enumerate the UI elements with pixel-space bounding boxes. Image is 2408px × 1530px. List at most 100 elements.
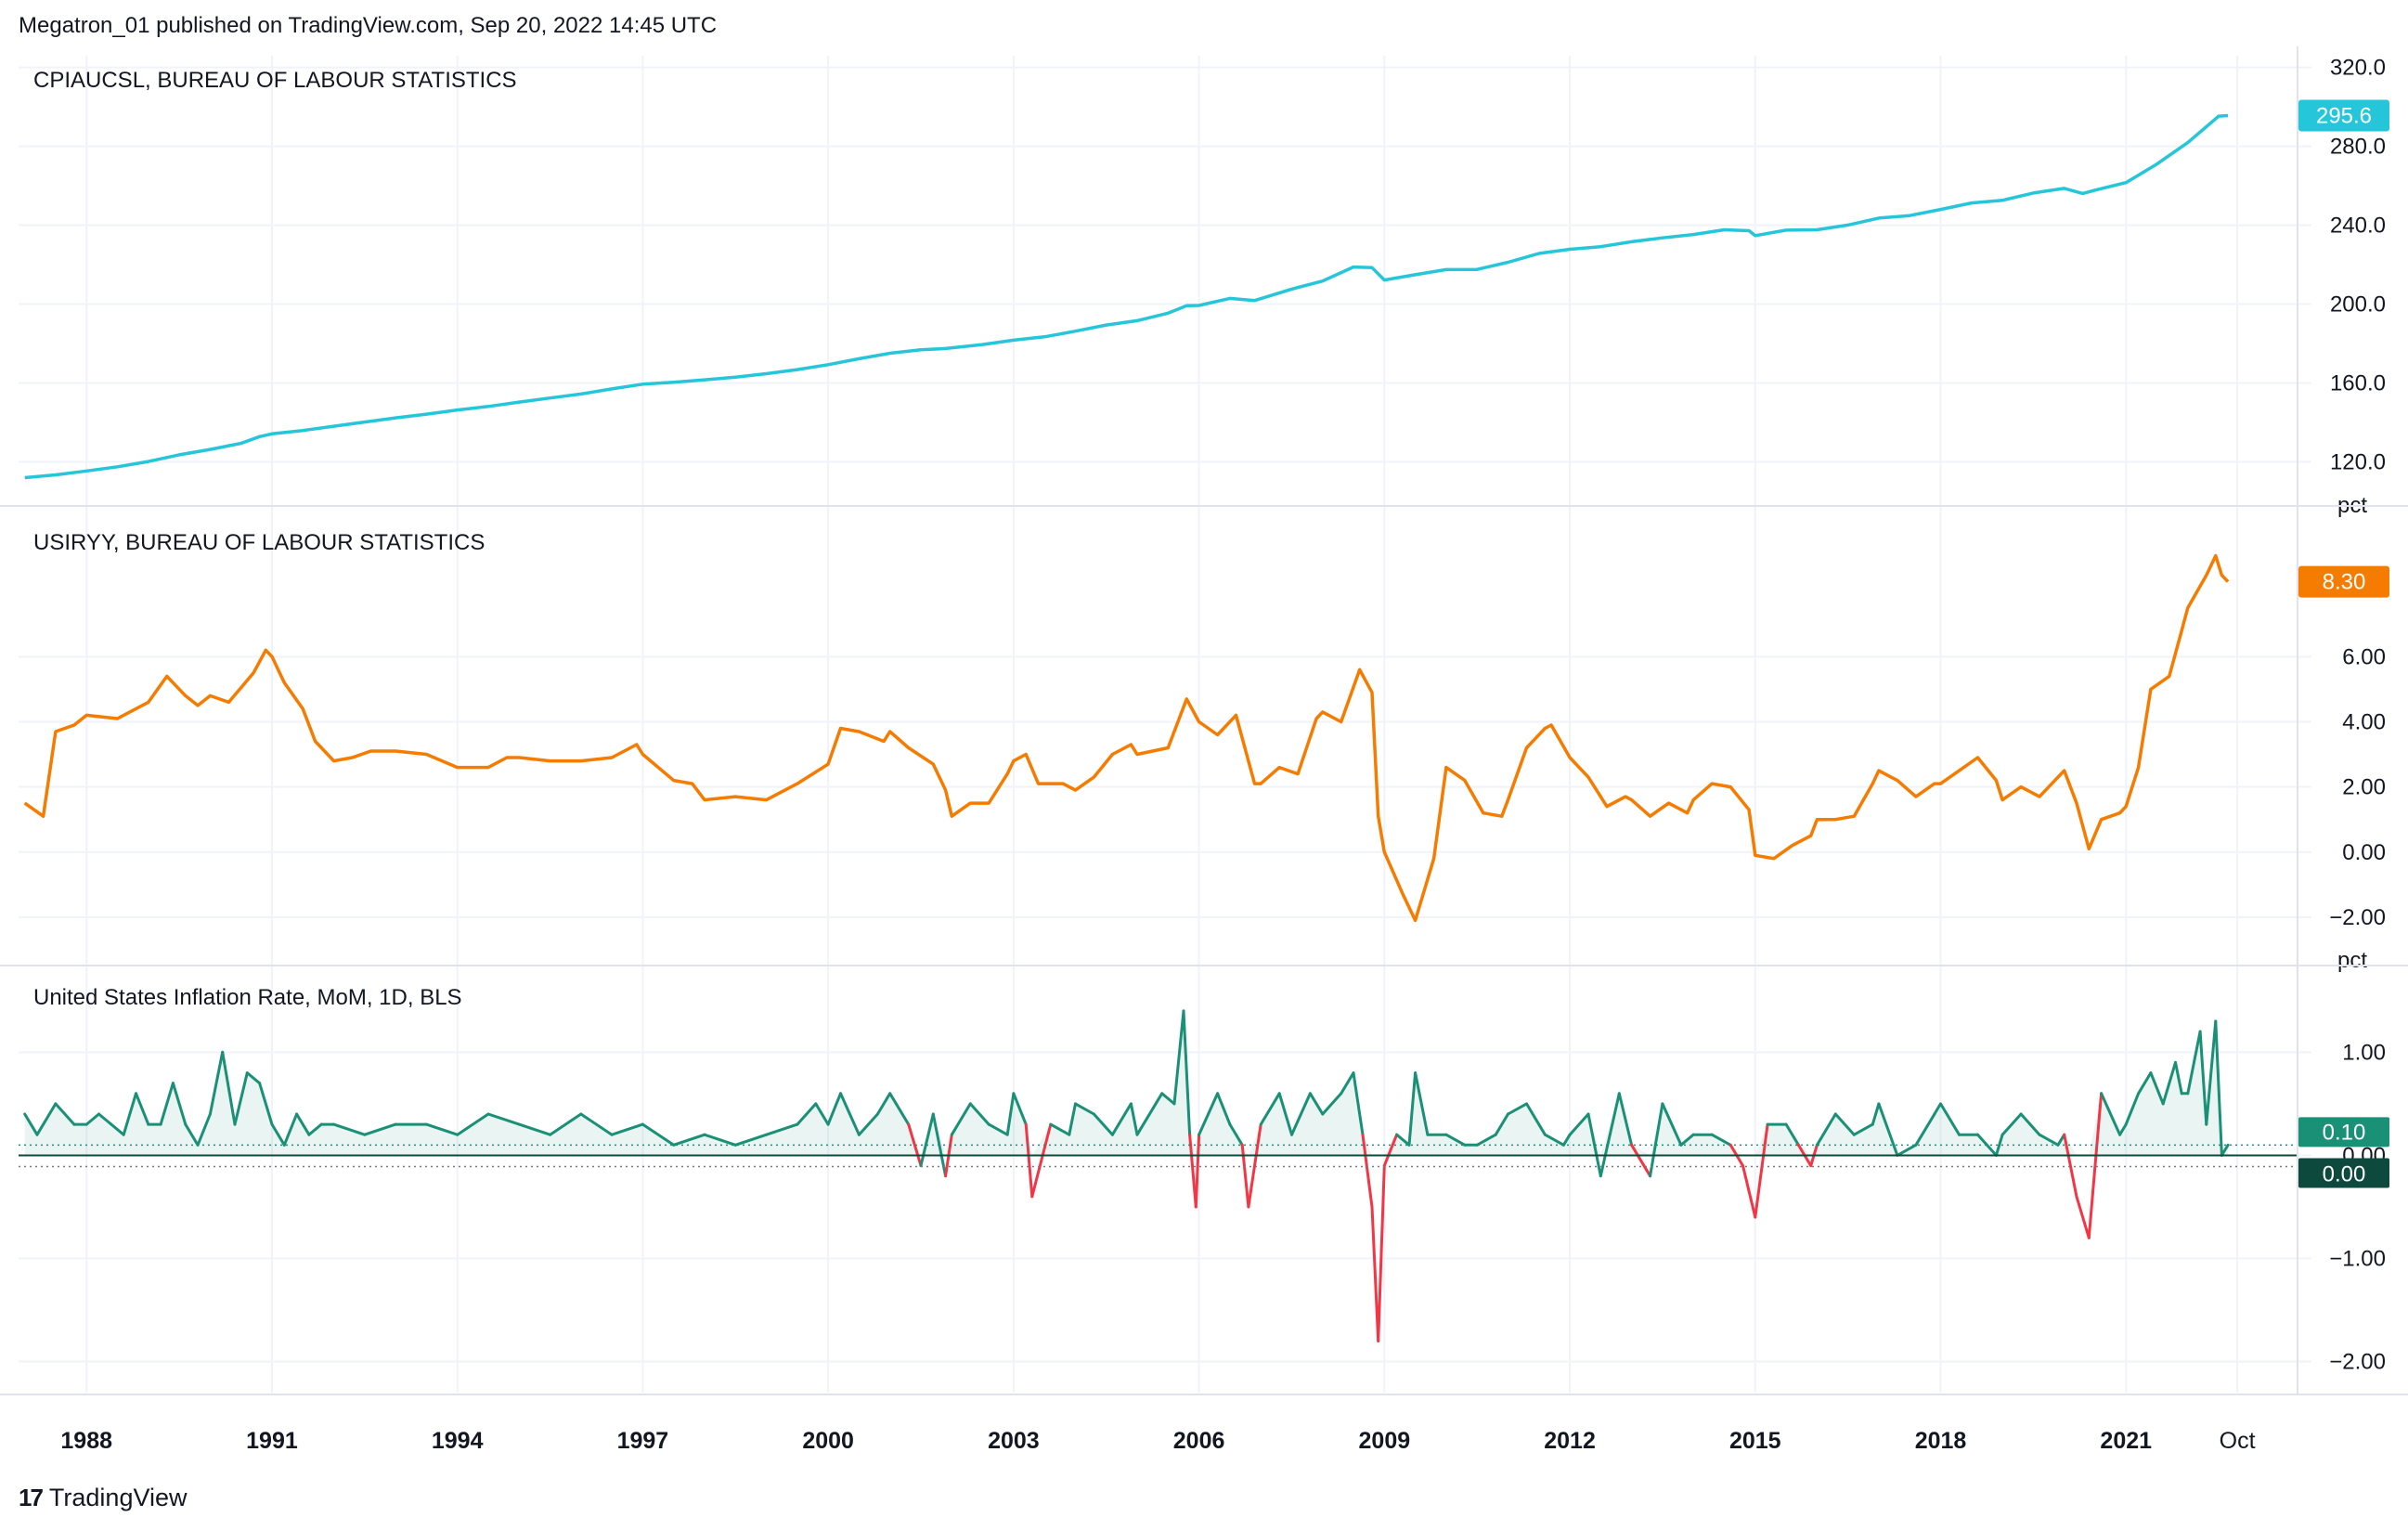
mom-series-segment bbox=[703, 1133, 737, 1147]
mom-series-segment bbox=[1896, 1143, 1918, 1157]
unit-label: pct bbox=[2337, 948, 2367, 973]
mom-series-segment bbox=[97, 1112, 113, 1126]
mom-series-segment bbox=[208, 1050, 225, 1116]
mom-series-segment bbox=[1370, 1205, 1380, 1342]
mom-series-segment bbox=[135, 1092, 150, 1126]
mom-series-segment bbox=[672, 1133, 706, 1147]
mom-series-segment bbox=[35, 1102, 58, 1136]
x-tick-label: 1997 bbox=[617, 1428, 669, 1454]
x-tick-label: Oct bbox=[2220, 1428, 2256, 1454]
y-tick-label: 120.0 bbox=[2330, 450, 2386, 475]
mom-series-segment bbox=[2124, 1092, 2141, 1126]
x-tick-label: 2015 bbox=[1729, 1428, 1781, 1454]
cpi-series-line bbox=[24, 113, 2229, 480]
mom-series-segment bbox=[1247, 1122, 1262, 1209]
mom-series-segment bbox=[1933, 1102, 1942, 1116]
mom-series-segment bbox=[733, 1133, 769, 1147]
mom-series-segment bbox=[1377, 1164, 1386, 1342]
mom-series-segment bbox=[456, 1112, 490, 1136]
mom-series-segment bbox=[1030, 1122, 1053, 1199]
mom-series-segment bbox=[1852, 1122, 1874, 1136]
mom-series-segment bbox=[1194, 1133, 1201, 1209]
mom-series-segment bbox=[110, 1122, 125, 1136]
mom-series-segment bbox=[1710, 1133, 1732, 1147]
mom-series-segment bbox=[1188, 1133, 1198, 1209]
mom-series-segment bbox=[826, 1092, 842, 1126]
pane-title: USIRYY, BUREAU OF LABOUR STATISTICS bbox=[33, 530, 485, 555]
mom-series-segment bbox=[1754, 1122, 1769, 1219]
mom-series-segment bbox=[295, 1112, 311, 1136]
mom-series-segment bbox=[221, 1050, 237, 1126]
y-tick-label: −1.00 bbox=[2329, 1247, 2386, 1272]
y-tick-label: 1.00 bbox=[2342, 1040, 2386, 1065]
mom-series-segment bbox=[2198, 1030, 2208, 1126]
mom-series-segment bbox=[258, 1082, 274, 1126]
x-tick-label: 2003 bbox=[988, 1428, 1040, 1454]
mom-series-segment bbox=[579, 1112, 614, 1136]
last-value-badge bbox=[2298, 99, 2389, 132]
mom-series-segment bbox=[171, 1082, 188, 1126]
mom-series-segment bbox=[2205, 1019, 2218, 1126]
mom-series-segment bbox=[1290, 1092, 1312, 1136]
y-tick-label: 240.0 bbox=[2330, 214, 2386, 239]
x-tick-label: 1991 bbox=[246, 1428, 298, 1454]
x-tick-label: 2018 bbox=[1915, 1428, 1967, 1454]
mom-series-segment bbox=[84, 1112, 100, 1126]
grid-layer bbox=[19, 56, 2311, 1393]
mom-series-segment bbox=[1024, 1122, 1034, 1199]
mom-series-segment bbox=[1135, 1092, 1164, 1136]
mom-series-segment bbox=[641, 1122, 676, 1147]
mom-series-segment bbox=[857, 1112, 879, 1136]
mom-series-segment bbox=[2214, 1019, 2223, 1157]
y-tick-label: 4.00 bbox=[2342, 709, 2386, 734]
last-value-label: 8.30 bbox=[2323, 570, 2366, 595]
y-tick-label: 160.0 bbox=[2330, 371, 2386, 396]
mom-series-segment bbox=[765, 1122, 799, 1136]
mom-series-segment bbox=[987, 1122, 1009, 1136]
last-value-label: 295.6 bbox=[2316, 103, 2372, 128]
pane-title: United States Inflation Rate, MoM, 1D, B… bbox=[33, 985, 462, 1010]
mom-series-segment bbox=[1074, 1102, 1095, 1116]
mom-series-segment bbox=[1561, 1133, 1572, 1147]
mom-series-segment bbox=[2000, 1112, 2023, 1136]
y-tick-label: 2.00 bbox=[2342, 775, 2386, 800]
mom-series-segment bbox=[1784, 1122, 1800, 1147]
y-tick-label: 0.00 bbox=[2342, 840, 2386, 865]
tradingview-brand: TradingView bbox=[48, 1484, 188, 1511]
mom-series-segment bbox=[1679, 1133, 1695, 1147]
mom-series-segment bbox=[1475, 1133, 1497, 1147]
mom-series-segment bbox=[919, 1112, 935, 1168]
mom-series-segment bbox=[549, 1112, 583, 1136]
mom-series-segment bbox=[282, 1112, 299, 1147]
mom-series-segment bbox=[1321, 1092, 1343, 1116]
mom-series-segment bbox=[2118, 1122, 2128, 1136]
mom-series-segment bbox=[1599, 1092, 1621, 1178]
mom-pane: 1.00 0.00 −1.00 −2.00 United States Inflatio… bbox=[19, 948, 2389, 1375]
pane-title: CPIAUCSL, BUREAU OF LABOUR STATISTICS bbox=[33, 68, 517, 93]
publish-header: Megatron_01 published on TradingView.com… bbox=[19, 13, 718, 38]
y-tick-label: 320.0 bbox=[2330, 56, 2386, 81]
last-value-badge bbox=[2298, 565, 2389, 598]
mom-series-segment bbox=[270, 1122, 286, 1147]
mom-series-segment bbox=[1871, 1102, 1881, 1126]
mom-series-segment bbox=[907, 1122, 923, 1168]
mom-series-segment bbox=[1092, 1112, 1114, 1136]
y-tick-label: 6.00 bbox=[2342, 644, 2386, 669]
mom-series-segment bbox=[1198, 1092, 1220, 1136]
mom-series-segment bbox=[307, 1122, 323, 1136]
mom-series-segment bbox=[2174, 1060, 2183, 1096]
mom-series-segment bbox=[1649, 1102, 1664, 1178]
last-value-label: 0.10 bbox=[2323, 1120, 2366, 1145]
mom-series-segment bbox=[1833, 1112, 1856, 1136]
mom-series-segment bbox=[23, 1112, 39, 1136]
mom-series-segment bbox=[2075, 1195, 2091, 1239]
mom-series-segment bbox=[363, 1122, 397, 1136]
mom-series-segment bbox=[1340, 1071, 1355, 1096]
mom-series-segment bbox=[486, 1112, 521, 1126]
last-value-badge bbox=[2298, 1117, 2389, 1148]
mom-series-segment bbox=[1994, 1133, 2004, 1157]
mom-series-segment bbox=[1172, 1009, 1185, 1106]
mom-series-segment bbox=[888, 1092, 911, 1126]
mom-series-segment bbox=[814, 1102, 830, 1126]
